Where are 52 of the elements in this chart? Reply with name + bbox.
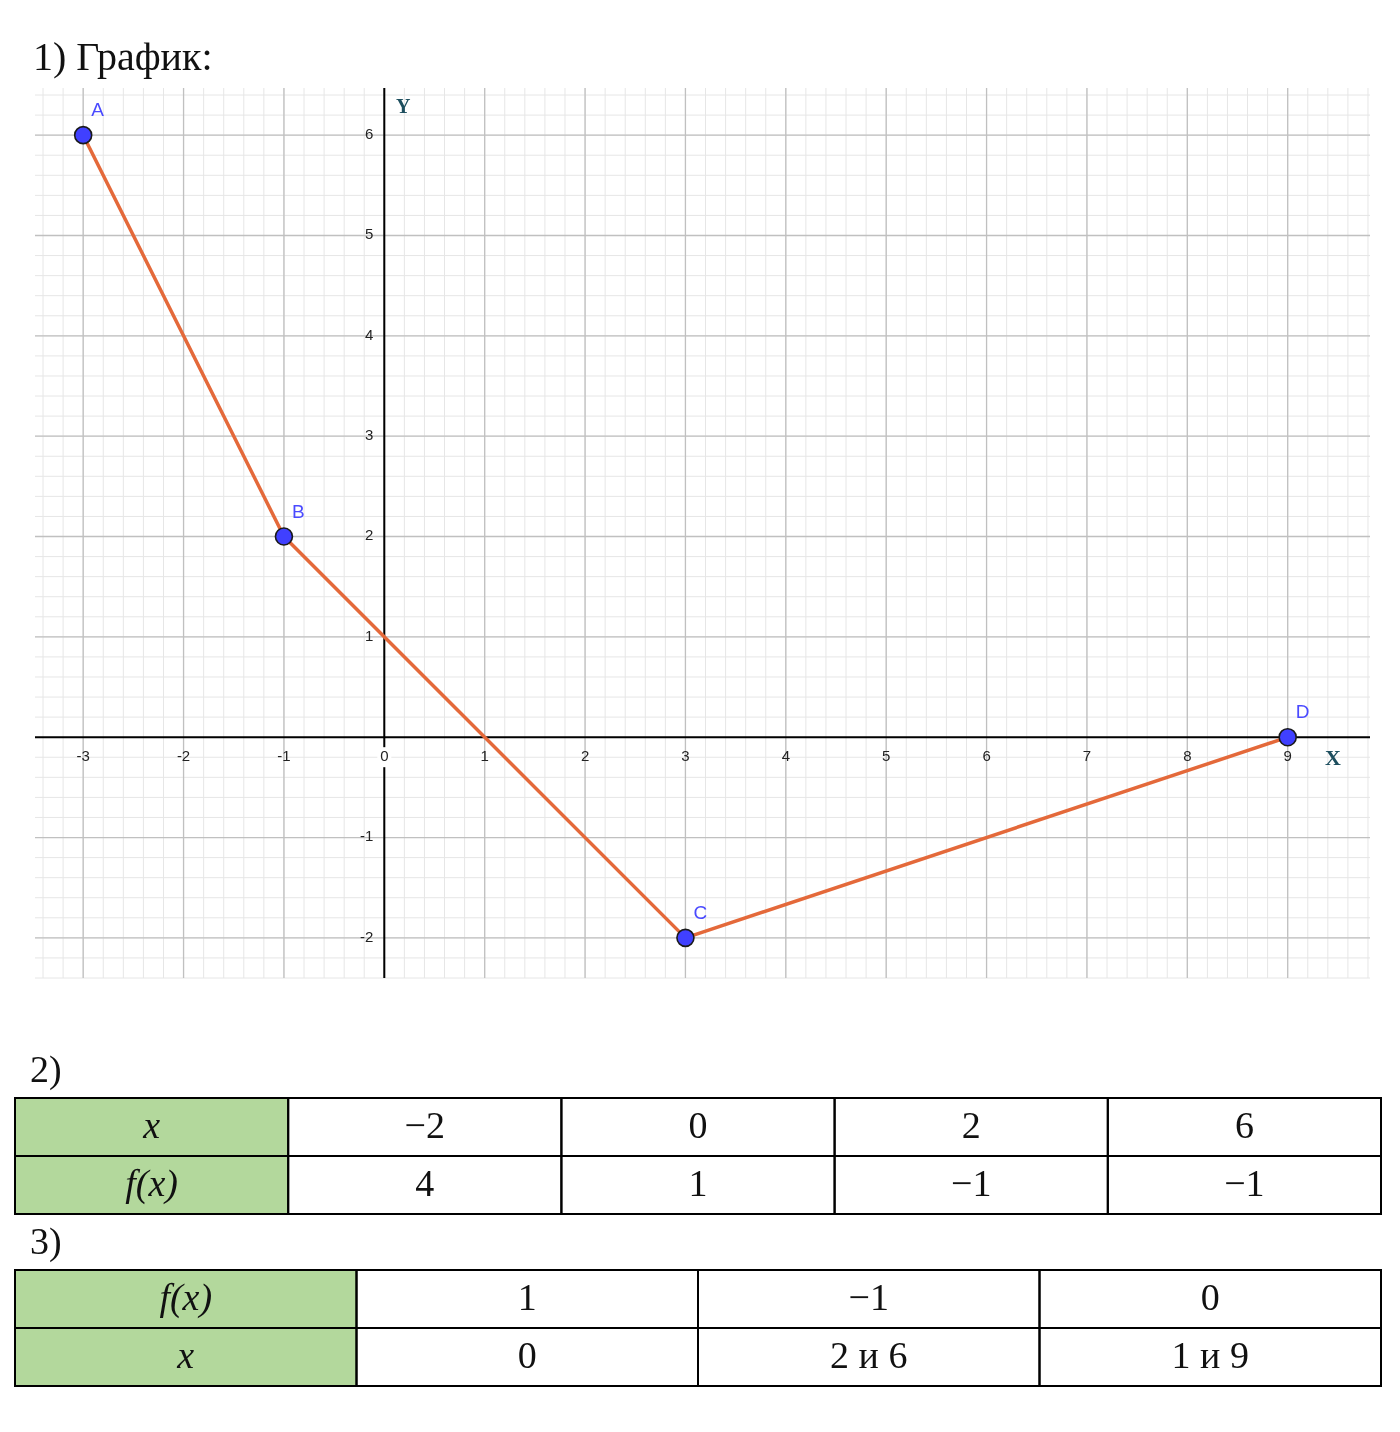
text: 1 xyxy=(517,1275,537,1318)
text: 0 xyxy=(517,1333,537,1376)
annotation: B xyxy=(291,500,305,522)
text: −1 xyxy=(1224,1161,1265,1204)
y-tick-label: -1 xyxy=(359,827,374,845)
text: −1 xyxy=(848,1275,889,1318)
x-tick-label: 0 xyxy=(380,747,389,765)
y-tick-label: 4 xyxy=(364,325,374,343)
text: 2 и 6 xyxy=(830,1333,908,1376)
y-axis-title: Y xyxy=(396,94,412,117)
x-tick-label: -3 xyxy=(76,747,90,765)
text: 0 xyxy=(1200,1275,1220,1318)
x-tick-label: 3 xyxy=(681,747,690,765)
x-tick-label: 7 xyxy=(1082,747,1092,765)
x-tick-label: -2 xyxy=(176,747,191,765)
category-label: f(x) xyxy=(159,1275,213,1318)
x-tick-label: 1 xyxy=(480,747,489,765)
text: 2) xyxy=(30,1048,62,1091)
text: 1 и 9 xyxy=(1171,1333,1249,1376)
text: −2 xyxy=(404,1103,446,1146)
annotation: A xyxy=(91,99,105,121)
annotation: C xyxy=(693,901,708,923)
text: 0 xyxy=(688,1103,708,1146)
text: 6 xyxy=(1234,1103,1254,1146)
x-tick-label: 6 xyxy=(982,747,991,765)
category-label: x xyxy=(143,1103,161,1146)
y-tick-label: 2 xyxy=(364,526,374,544)
text: 1 xyxy=(688,1161,708,1204)
y-tick-label: 3 xyxy=(364,426,374,444)
x-tick-label: 5 xyxy=(882,747,891,765)
text: 4 xyxy=(415,1161,435,1204)
text: 3) xyxy=(30,1220,62,1263)
text: −1 xyxy=(950,1161,992,1204)
text: 2 xyxy=(961,1103,981,1146)
y-tick-label: 1 xyxy=(364,626,374,644)
x-tick-label: 2 xyxy=(580,747,590,765)
chart-title: 1) График: xyxy=(33,34,213,79)
point xyxy=(73,125,93,145)
x-tick-label: -1 xyxy=(277,747,291,765)
x-tick-label: 4 xyxy=(781,747,790,765)
x-tick-label: 9 xyxy=(1283,747,1292,765)
y-tick-label: -2 xyxy=(359,927,374,945)
annotation: D xyxy=(1295,701,1310,723)
y-tick-label: 5 xyxy=(364,225,374,243)
x-axis-title: X xyxy=(1325,745,1342,771)
category-label: f(x) xyxy=(125,1161,178,1204)
y-tick-label: 6 xyxy=(364,125,374,143)
category-label: x xyxy=(177,1333,195,1376)
point xyxy=(676,928,695,948)
point xyxy=(274,527,294,546)
x-tick-label: 8 xyxy=(1183,747,1192,765)
point xyxy=(1278,727,1297,747)
